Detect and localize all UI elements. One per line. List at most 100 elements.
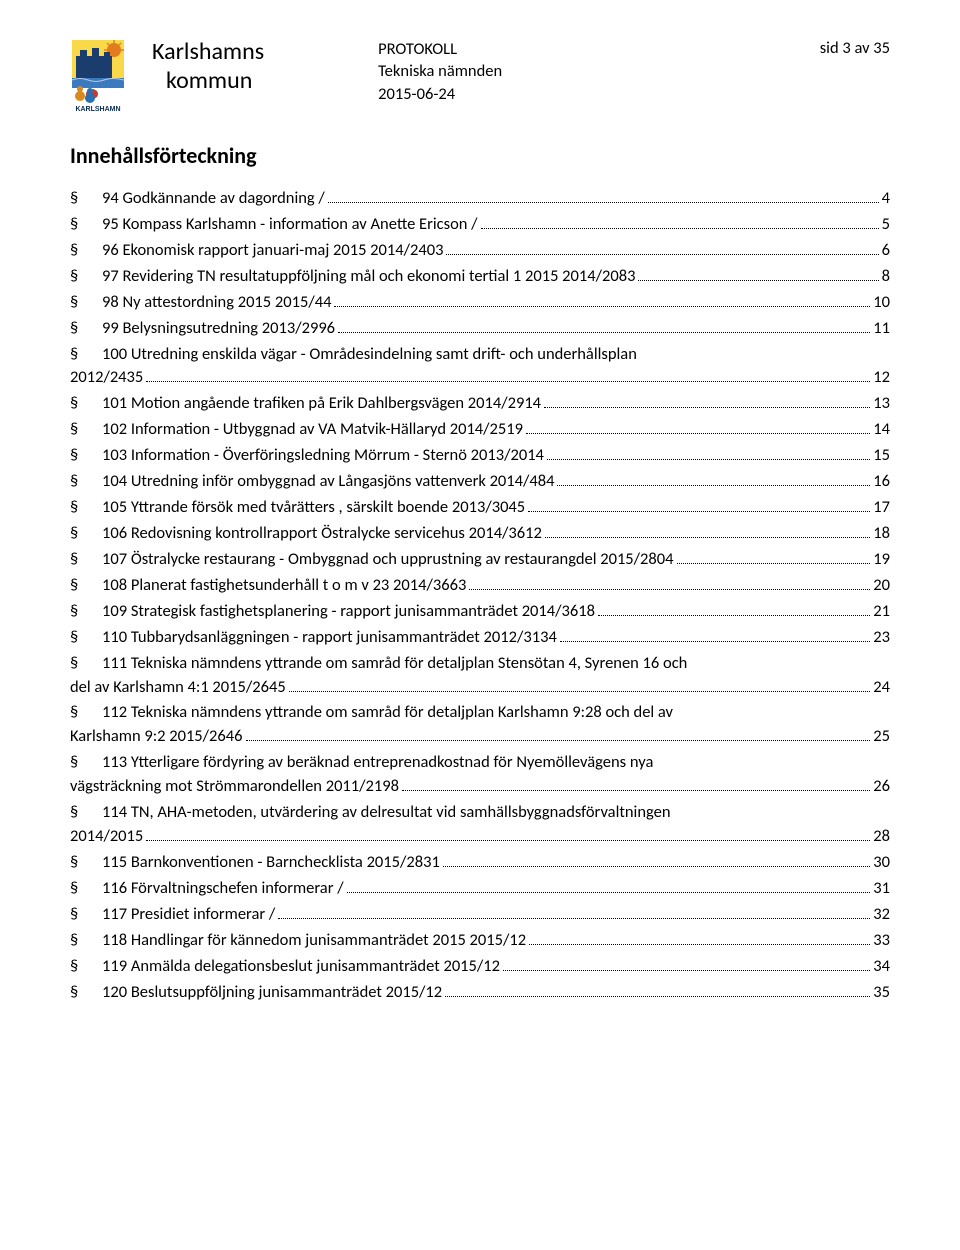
section-mark: § [70,981,78,1005]
toc-text: 96 Ekonomisk rapport januari-maj 2015 20… [102,239,443,263]
section-mark: § [70,903,78,927]
committee: Tekniska nämnden [378,60,502,82]
toc-entry: §100 Utredning enskilda vägar - Områdesi… [70,343,890,391]
toc-entry: §94 Godkännande av dagordning /4 [70,187,890,211]
org-name-line1: Karlshamns [152,38,264,67]
section-mark: § [70,418,78,442]
toc-leader-dots [469,574,870,590]
toc-text: 104 Utredning inför ombyggnad av Långasj… [102,470,554,494]
toc-page-number: 18 [873,522,890,546]
toc-leader-dots [545,522,870,538]
toc-leader-dots [278,903,870,919]
toc-leader-dots [528,496,870,512]
svg-text:KARLSHAMN: KARLSHAMN [75,106,120,113]
section-mark: § [70,392,78,416]
toc-leader-dots [289,676,871,692]
org-name-line2: kommun [152,67,264,96]
toc-leader-dots [328,187,879,203]
toc-page-number: 17 [873,496,890,520]
section-mark: § [70,343,78,367]
document-page: KARLSHAMN Karlshamns kommun PROTOKOLL Te… [0,0,960,1047]
toc-entry: §98 Ny attestordning 2015 2015/4410 [70,291,890,315]
toc-text: 105 Yttrande försök med tvårätters , sär… [102,496,525,520]
toc-leader-dots [146,825,870,841]
toc-text: 119 Anmälda delegationsbeslut junisamman… [102,955,500,979]
toc-entry: § 103 Information - Överföringsledning Mö… [70,444,890,468]
toc-text: 95 Kompass Karlshamn - information av An… [102,213,478,237]
toc-text: Karlshamn 9:2 2015/2646 [70,725,243,749]
toc-entry: § 104 Utredning inför ombyggnad av Långas… [70,470,890,494]
toc-entry: §109 Strategisk fastighetsplanering - ra… [70,600,890,624]
section-mark: § [70,801,78,825]
toc-page-number: 11 [873,317,890,341]
toc-page-number: 34 [873,955,890,979]
toc-entry: §112 Tekniska nämndens yttrande om samrå… [70,701,890,749]
toc-page-number: 15 [873,444,890,468]
toc-entry: §116 Förvaltningschefen informerar /31 [70,877,890,901]
toc-page-number: 12 [873,366,890,390]
toc-text: 94 Godkännande av dagordning / [102,187,325,211]
toc-text-line1: 113 Ytterligare fördyring av beräknad en… [102,751,890,775]
section-mark: § [70,239,78,263]
toc-leader-dots [598,600,870,616]
toc-leader-dots [677,548,871,564]
toc-leader-dots [402,775,870,791]
toc-leader-dots [443,851,870,867]
toc-leader-dots [347,877,871,893]
toc-entry: §113 Ytterligare fördyring av beräknad e… [70,751,890,799]
toc-leader-dots [557,470,870,486]
toc-leader-dots [338,317,870,333]
section-mark: § [70,955,78,979]
section-mark: § [70,291,78,315]
toc-page-number: 19 [873,548,890,572]
toc-leader-dots [246,726,871,742]
toc-text: 106 Redovisning kontrollrapport Östralyc… [102,522,542,546]
toc-page-number: 20 [873,574,890,598]
toc-text-line1: 111 Tekniska nämndens yttrande om samråd… [102,652,890,676]
toc-entry: §99 Belysningsutredning 2013/299611 [70,317,890,341]
section-mark: § [70,574,78,598]
toc-entry: §97 Revidering TN resultatuppföljning må… [70,265,890,289]
toc-text-line1: 114 TN, AHA-metoden, utvärdering av delr… [102,801,890,825]
section-mark: § [70,470,78,494]
header-center: PROTOKOLL Tekniska nämnden 2015-06-24 [378,38,502,105]
toc-page-number: 13 [873,392,890,416]
section-mark: § [70,265,78,289]
toc-text: 116 Förvaltningschefen informerar / [102,877,344,901]
toc-leader-dots [529,929,870,945]
page-header: KARLSHAMN Karlshamns kommun PROTOKOLL Te… [70,38,890,114]
toc-page-number: 21 [873,600,890,624]
toc-text: 102 Information - Utbyggnad av VA Matvik… [102,418,523,442]
toc-leader-dots [446,239,878,255]
date: 2015-06-24 [378,83,502,105]
toc-entry: § 117 Presidiet informerar / 32 [70,903,890,927]
toc-text: 117 Presidiet informerar / [102,903,275,927]
toc-page-number: 5 [882,213,890,237]
table-of-contents: § 94 Godkännande av dagordning / 4 § 95 Komp… [70,187,890,1005]
toc-leader-dots [547,444,870,460]
toc-text: 2014/2015 [70,825,143,849]
toc-page-number: 28 [873,825,890,849]
toc-leader-dots [445,981,870,997]
toc-heading: Innehållsförteckning [70,142,890,169]
toc-text: 109 Strategisk fastighetsplanering - rap… [102,600,595,624]
section-mark: § [70,317,78,341]
toc-page-number: 26 [873,775,890,799]
toc-text: vägsträckning mot Strömmarondellen 2011/… [70,775,399,799]
section-mark: § [70,548,78,572]
toc-text: 107 Östralycke restaurang - Ombyggnad oc… [102,548,674,572]
toc-text: 2012/2435 [70,366,143,390]
section-mark: § [70,522,78,546]
toc-page-number: 4 [882,187,890,211]
section-mark: § [70,929,78,953]
section-mark: § [70,444,78,468]
toc-page-number: 31 [873,877,890,901]
toc-text: 118 Handlingar för kännedom junisammantr… [102,929,526,953]
toc-entry: §111 Tekniska nämndens yttrande om samrå… [70,652,890,700]
toc-text-line1: 112 Tekniska nämndens yttrande om samråd… [102,701,890,725]
section-mark: § [70,213,78,237]
toc-text: 101 Motion angående trafiken på Erik Dah… [102,392,541,416]
toc-page-number: 32 [873,903,890,927]
toc-text: 103 Information - Överföringsledning Mör… [102,444,544,468]
toc-page-number: 30 [873,851,890,875]
